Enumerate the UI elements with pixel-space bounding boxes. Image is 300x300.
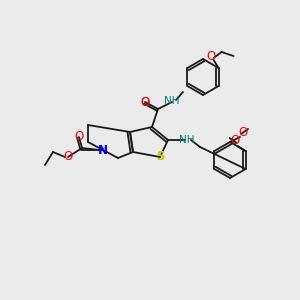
Text: O: O: [63, 151, 73, 164]
Text: O: O: [206, 50, 215, 64]
Text: O: O: [140, 95, 150, 109]
Text: O: O: [230, 134, 239, 148]
Text: O: O: [74, 130, 84, 143]
Text: S: S: [156, 151, 164, 164]
Text: N: N: [99, 143, 107, 157]
Text: O: O: [140, 95, 150, 109]
Text: N: N: [98, 143, 108, 157]
Text: NH: NH: [164, 96, 180, 106]
Text: O: O: [238, 125, 247, 139]
Text: S: S: [156, 151, 164, 164]
Text: NH: NH: [179, 135, 195, 145]
